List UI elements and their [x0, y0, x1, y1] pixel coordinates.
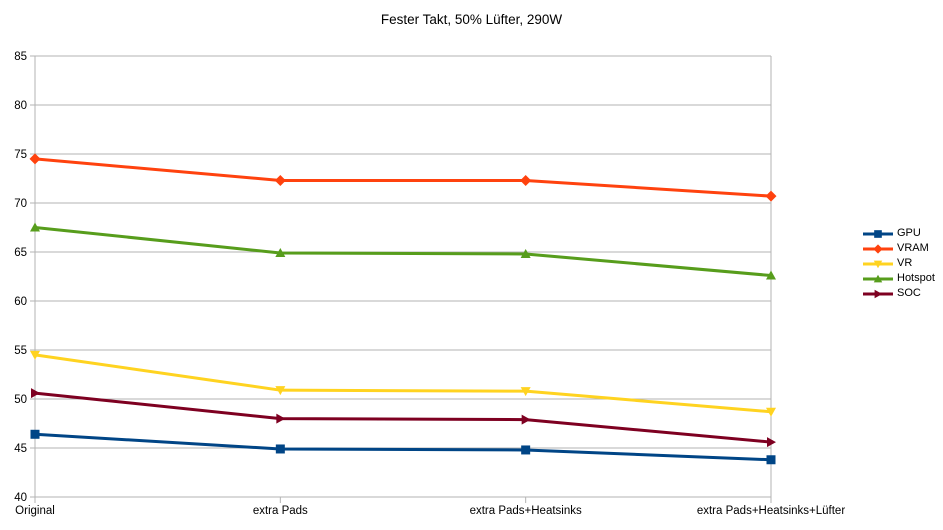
y-axis-tick-label: 50	[14, 394, 27, 406]
series-marker-vram	[29, 153, 41, 165]
series-marker-hotspot	[275, 247, 286, 257]
legend-item-vr: VR	[863, 256, 935, 271]
legend: GPU VRAM VR Hotspot SOC	[863, 226, 935, 301]
series-marker-soc	[521, 414, 531, 425]
y-axis-tick-label: 85	[14, 51, 27, 63]
y-axis-tick-label: 80	[14, 100, 27, 112]
legend-item-gpu: GPU	[863, 226, 935, 241]
legend-diamond-marker-icon	[863, 243, 893, 254]
series-marker-hotspot	[30, 222, 40, 232]
series-marker-gpu	[275, 444, 285, 454]
legend-triangle-up-marker-icon	[863, 274, 893, 282]
series-marker-gpu	[521, 445, 531, 455]
series-marker-vr	[520, 387, 531, 397]
series-line-hotspot	[34, 226, 772, 278]
legend-label: Hotspot	[897, 272, 935, 284]
y-axis-tick-label: 55	[14, 345, 27, 357]
series-marker-gpu	[766, 455, 776, 465]
series-line-gpu	[34, 432, 772, 462]
legend-item-vram: VRAM	[863, 241, 935, 256]
legend-item-hotspot: Hotspot	[863, 271, 935, 286]
y-axis-tick-label: 70	[14, 198, 27, 210]
legend-item-soc: SOC	[863, 286, 935, 301]
series-line-vr	[34, 353, 772, 414]
x-axis-category-label: Original	[15, 505, 55, 517]
series-marker-vr	[275, 386, 286, 396]
legend-triangle-down-marker-icon	[863, 260, 893, 268]
series-marker-vr	[30, 350, 40, 360]
y-axis-tick-label: 60	[14, 296, 27, 308]
y-axis-tick-label: 45	[14, 443, 27, 455]
series-marker-hotspot	[520, 248, 531, 258]
legend-triangle-right-marker-icon	[863, 289, 893, 298]
series-line-vram	[34, 157, 772, 198]
y-axis-tick-label: 40	[14, 492, 27, 504]
legend-square-marker-icon	[863, 229, 893, 238]
series-marker-vram	[520, 174, 532, 186]
series-marker-soc	[767, 437, 776, 448]
x-axis-category-label: extra Pads+Heatsinks	[470, 505, 582, 517]
y-axis-tick-label: 65	[14, 247, 27, 259]
legend-label: VR	[897, 257, 913, 269]
series-marker-vram	[765, 190, 777, 202]
series-marker-soc	[31, 388, 40, 399]
y-axis-tick-label: 75	[14, 149, 27, 161]
series-marker-vram	[274, 174, 286, 186]
series-marker-gpu	[30, 429, 40, 439]
x-axis-category-label: extra Pads	[253, 505, 308, 517]
series-marker-vr	[766, 407, 776, 417]
legend-label: SOC	[897, 287, 921, 299]
legend-label: VRAM	[897, 242, 929, 254]
series-line-soc	[34, 391, 772, 444]
series-marker-soc	[276, 413, 286, 424]
legend-label: GPU	[897, 227, 921, 239]
chart-title: Fester Takt, 50% Lüfter, 290W	[380, 12, 563, 27]
series-marker-hotspot	[766, 270, 776, 280]
x-axis-category-label: extra Pads+Heatsinks+Lüfter	[697, 505, 845, 517]
